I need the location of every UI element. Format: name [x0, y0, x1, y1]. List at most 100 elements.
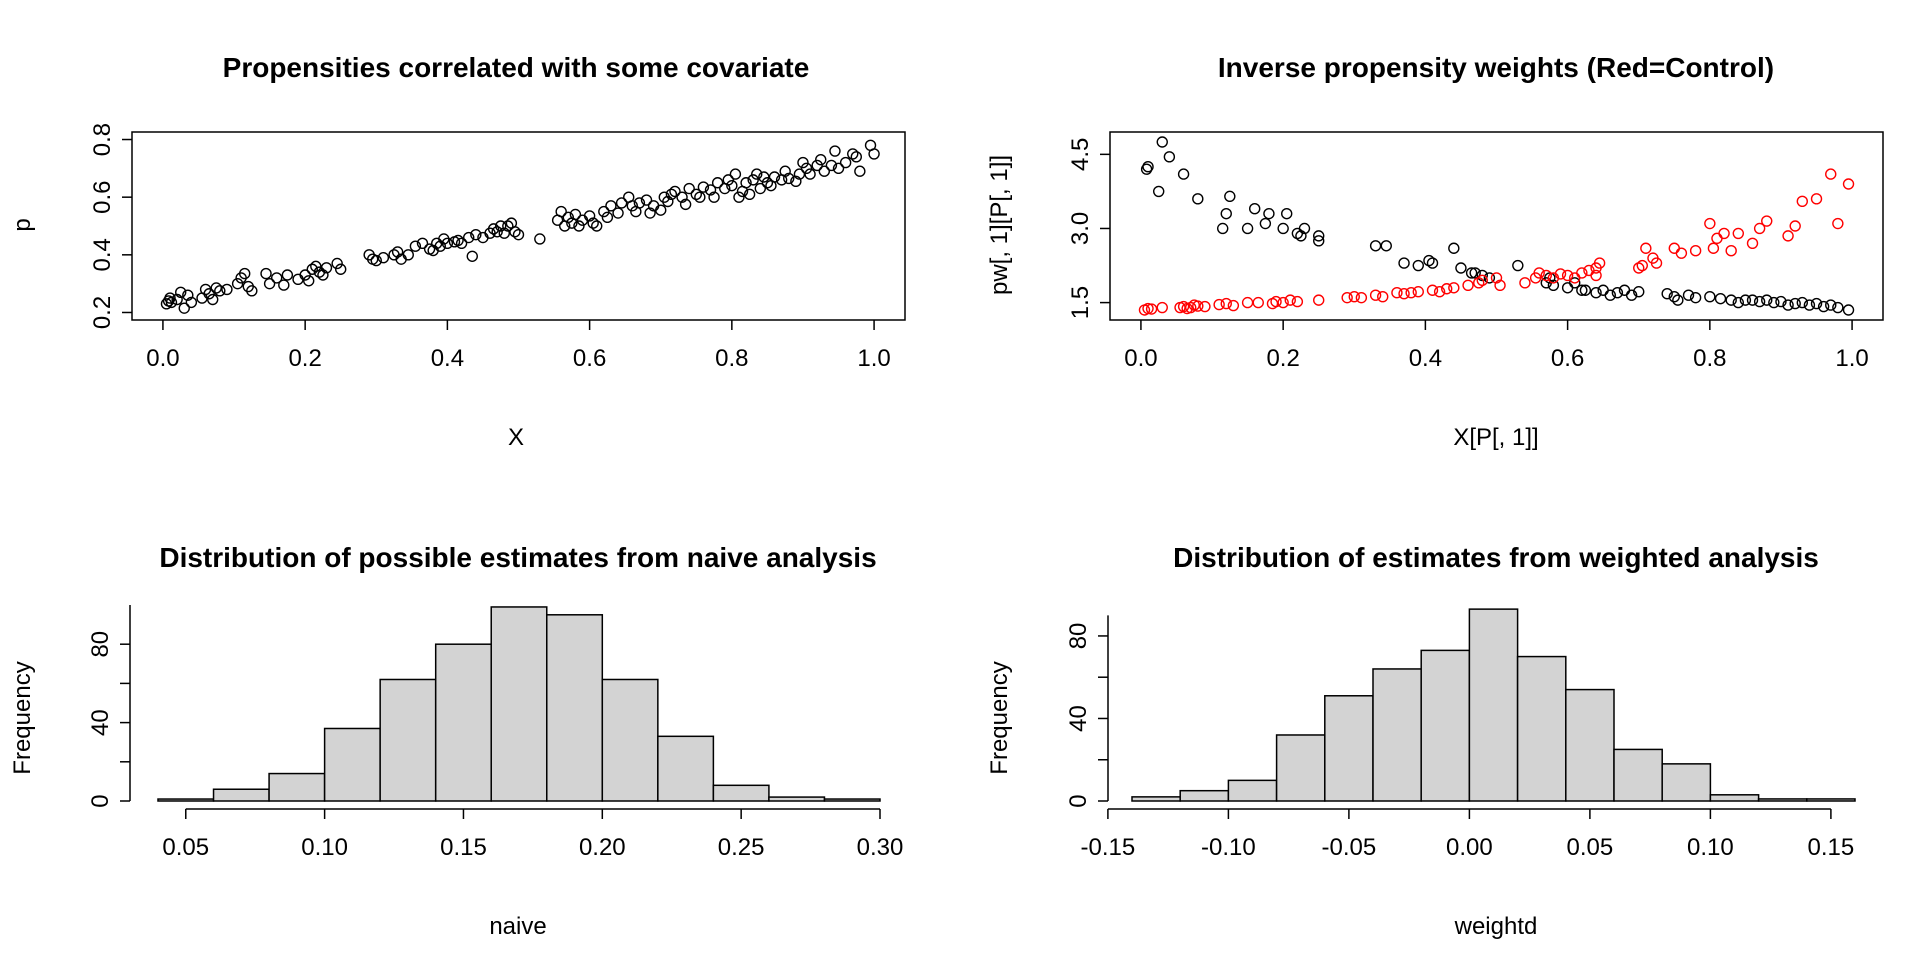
point-series0-36 — [1547, 279, 1560, 292]
point-series0-44 — [409, 240, 422, 252]
point-series0-40 — [1579, 284, 1592, 296]
x-axis-label: weightd — [1454, 913, 1538, 940]
point-series0-137 — [850, 151, 863, 163]
y-tick-label-2: 80 — [1065, 623, 1092, 650]
point-series1-26 — [1377, 290, 1389, 303]
point-series0-130 — [815, 153, 827, 166]
point-series0-45 — [416, 237, 429, 249]
point-series0-3 — [165, 296, 178, 309]
x-tick-label-5: 0.30 — [857, 834, 904, 861]
point-series0-24 — [278, 279, 290, 291]
chart-title: Distribution of possible estimates from … — [159, 542, 876, 573]
x-tick-label-3: 0.20 — [579, 834, 626, 861]
point-series0-59 — [1753, 295, 1766, 308]
y-tick-label-0: 0.2 — [89, 296, 116, 329]
x-tick-label-5: 1.0 — [1835, 345, 1868, 372]
point-series1-31 — [1426, 284, 1439, 296]
point-series0-18 — [239, 267, 251, 280]
histogram-bar-9 — [657, 735, 715, 802]
point-series1-65 — [1725, 245, 1737, 257]
point-series0-82 — [605, 200, 617, 212]
point-series0-28 — [1455, 262, 1467, 274]
point-series0-116 — [754, 182, 766, 195]
point-series0-4 — [1163, 151, 1176, 163]
axes: 0.0 0.2 0.4 0.6 0.8 1.0 0.2 0.4 0.6 0.8 — [89, 123, 891, 372]
point-series0-67 — [1810, 297, 1823, 310]
point-series1-71 — [1789, 220, 1801, 232]
point-series1-2 — [1145, 303, 1158, 315]
point-series1-38 — [1490, 272, 1503, 284]
point-series0-11 — [203, 288, 215, 300]
point-series0-23 — [1398, 257, 1410, 269]
point-series0-21 — [1369, 240, 1382, 252]
point-series1-3 — [1156, 301, 1168, 314]
point-series0-5 — [1177, 168, 1190, 180]
chart-title: Distribution of estimates from weighted … — [1173, 542, 1819, 573]
point-series0-20 — [1313, 235, 1325, 247]
x-tick-label-4: 0.8 — [715, 345, 748, 372]
point-series0-41 — [391, 246, 404, 258]
point-series0-5 — [174, 286, 187, 299]
point-series1-64 — [1718, 227, 1730, 240]
point-series0-96 — [669, 185, 681, 198]
point-series0-22 — [1380, 240, 1392, 252]
point-series0-13 — [1263, 207, 1275, 220]
y-tick-label-0: 0 — [1065, 794, 1092, 807]
point-series0-110 — [733, 191, 745, 203]
histogram-bar-6 — [490, 606, 548, 802]
axes: 0.0 0.2 0.4 0.6 0.8 1.0 1.5 3.0 4.5 — [1067, 138, 1869, 372]
point-series0-60 — [487, 223, 500, 235]
point-series1-12 — [1220, 297, 1232, 310]
histogram-bar-10 — [1613, 748, 1663, 802]
x-tick-label-5: 1.0 — [857, 345, 890, 372]
y-axis-label: Frequency — [986, 661, 1013, 774]
point-series0-50 — [1672, 294, 1684, 306]
point-series1-21 — [1313, 294, 1325, 306]
point-series0-38 — [370, 254, 382, 267]
point-series0-48 — [1661, 288, 1673, 300]
point-series0-11 — [1249, 203, 1261, 215]
panel-weighted-histogram: Distribution of estimates from weighted … — [986, 542, 1856, 940]
x-tick-label-3: 0.6 — [1551, 345, 1584, 372]
y-axis-label: Frequency — [9, 661, 36, 774]
point-series0-113 — [743, 188, 756, 200]
point-series1-14 — [1241, 296, 1254, 309]
point-series0-123 — [783, 172, 795, 185]
histogram-bar-5 — [434, 643, 492, 802]
histogram-bar-10 — [712, 784, 770, 802]
point-series1-22 — [1341, 291, 1353, 304]
point-series1-51 — [1593, 257, 1606, 269]
point-series1-23 — [1348, 290, 1360, 303]
point-series0-97 — [676, 191, 688, 203]
point-series0-98 — [679, 198, 692, 211]
point-series1-32 — [1433, 286, 1446, 298]
point-series1-25 — [1369, 289, 1382, 301]
point-series1-60 — [1689, 245, 1702, 257]
point-series0-43 — [402, 249, 414, 261]
point-series1-46 — [1561, 269, 1574, 282]
histogram-bar-8 — [1516, 655, 1567, 802]
point-series0-9 — [1224, 190, 1236, 203]
point-series1-75 — [1832, 217, 1844, 230]
point-series0-26 — [1426, 257, 1439, 269]
point-series0-39 — [1576, 284, 1588, 296]
point-series1-37 — [1476, 274, 1488, 287]
point-series0-62 — [1775, 295, 1787, 308]
point-series0-122 — [779, 165, 791, 177]
point-series0-92 — [655, 204, 667, 216]
y-tick-label-0: 1.5 — [1067, 286, 1094, 319]
point-series1-73 — [1810, 193, 1823, 205]
point-series0-28 — [303, 275, 315, 287]
point-series1-17 — [1270, 295, 1282, 308]
point-series0-128 — [804, 168, 816, 180]
histogram-bars — [157, 606, 881, 802]
point-series1-10 — [1199, 300, 1211, 313]
point-series0-1 — [1142, 160, 1154, 173]
point-series0-70 — [1832, 301, 1844, 314]
point-series0-33 — [1512, 259, 1524, 272]
point-series0-20 — [246, 285, 258, 297]
point-series0-90 — [644, 207, 656, 219]
point-series0-60 — [1761, 294, 1773, 306]
x-tick-label-4: 0.05 — [1567, 834, 1614, 861]
point-series0-18 — [1298, 222, 1311, 235]
